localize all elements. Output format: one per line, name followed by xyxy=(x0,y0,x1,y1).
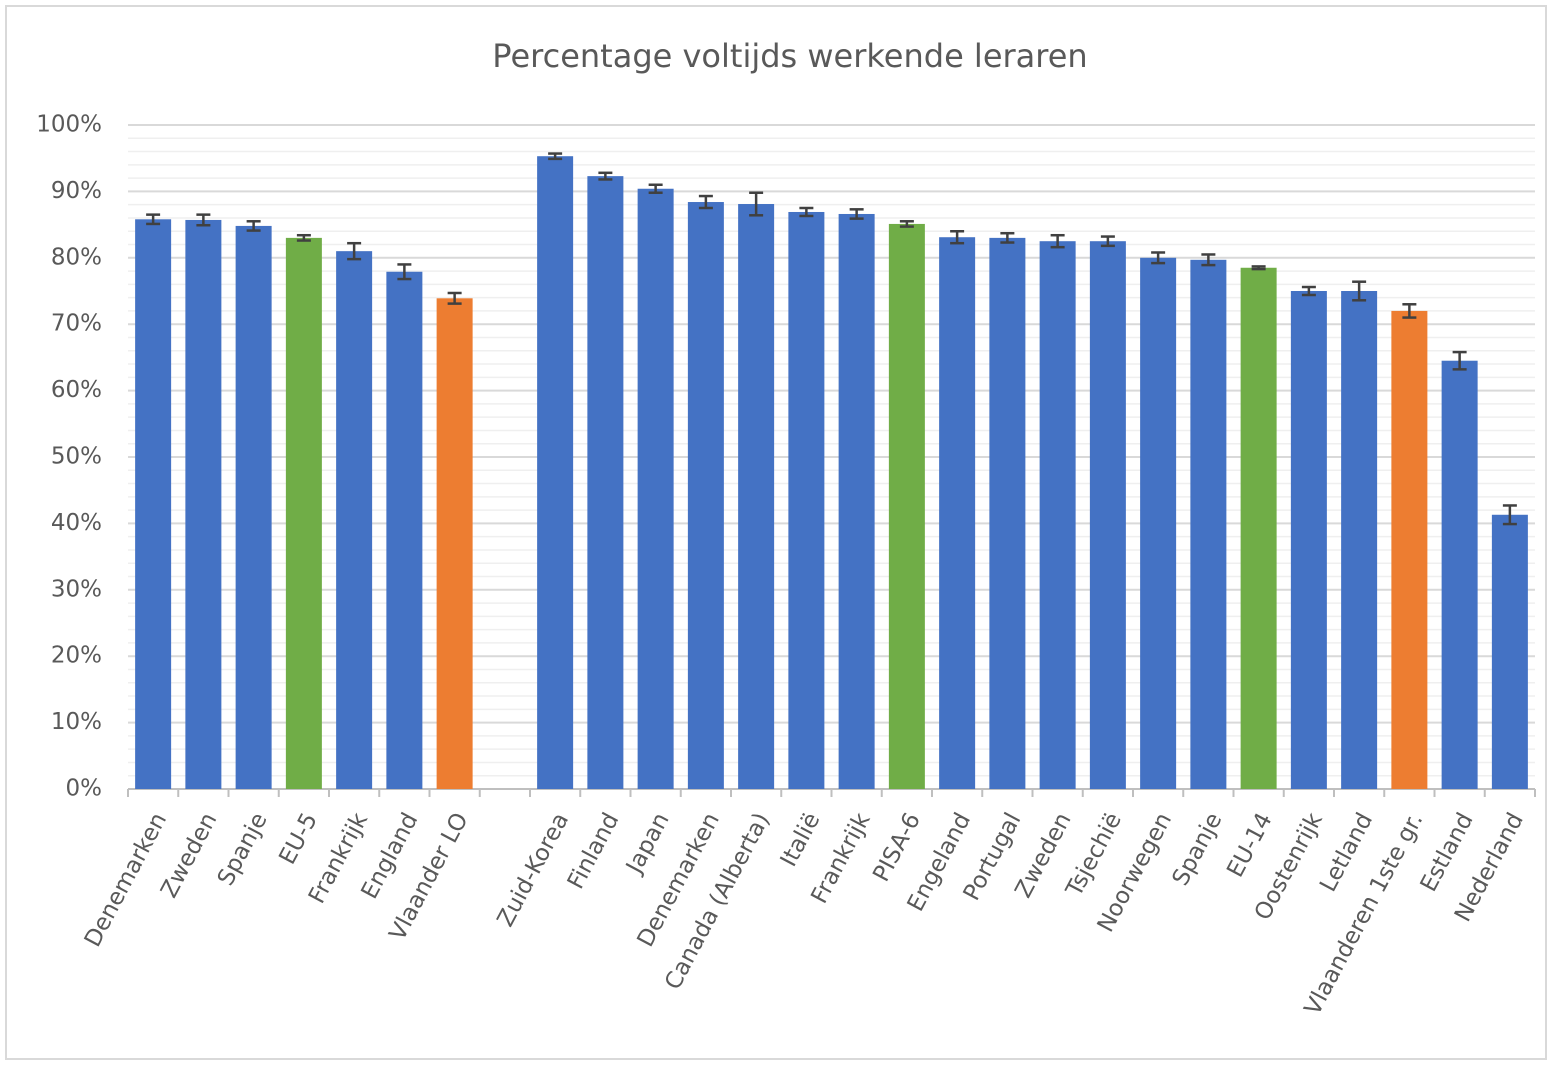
bar xyxy=(989,237,1026,789)
bar xyxy=(1391,310,1428,789)
bar xyxy=(537,156,574,789)
bar xyxy=(1441,360,1478,789)
bar xyxy=(235,225,272,790)
bar xyxy=(386,271,423,789)
bar xyxy=(436,298,473,789)
bar xyxy=(1140,257,1177,789)
y-tick-label: 70% xyxy=(51,311,102,337)
y-tick-label: 60% xyxy=(51,377,102,403)
bar xyxy=(1240,267,1277,789)
bar xyxy=(838,213,875,789)
bar xyxy=(637,188,674,789)
y-tick-label: 0% xyxy=(66,776,103,802)
bar xyxy=(1089,241,1126,789)
y-tick-label: 80% xyxy=(51,244,102,270)
y-tick-label: 30% xyxy=(51,576,102,602)
bar xyxy=(788,211,825,789)
bar xyxy=(336,251,373,789)
bar xyxy=(1341,291,1378,789)
y-tick-label: 90% xyxy=(51,178,102,204)
y-tick-label: 20% xyxy=(51,643,102,669)
chart-title: Percentage voltijds werkende leraren xyxy=(492,37,1087,75)
bar xyxy=(587,176,624,790)
y-tick-label: 40% xyxy=(51,510,102,536)
bar xyxy=(185,219,222,789)
bar xyxy=(738,204,775,790)
bar xyxy=(939,237,976,789)
bar xyxy=(888,223,925,789)
bar xyxy=(1290,291,1327,789)
bar xyxy=(687,202,724,790)
bar xyxy=(285,237,322,789)
bar xyxy=(1190,259,1227,789)
y-tick-label: 50% xyxy=(51,444,102,470)
y-tick-label: 100% xyxy=(36,112,102,138)
y-tick-label: 10% xyxy=(51,709,102,735)
bar xyxy=(1039,241,1076,789)
bar xyxy=(1491,514,1528,789)
bar xyxy=(135,219,172,790)
